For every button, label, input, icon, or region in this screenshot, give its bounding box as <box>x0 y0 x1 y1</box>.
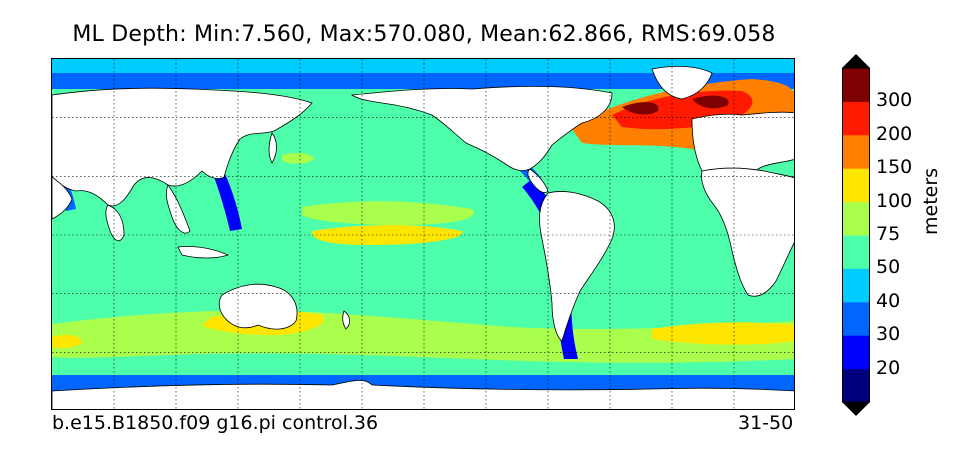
pacific-tongue-2 <box>311 225 463 245</box>
new-zealand <box>342 310 350 330</box>
north-america <box>350 85 613 171</box>
colorbar-tick-label: 300 <box>876 89 913 112</box>
colorbar-tick-label: 100 <box>876 189 913 212</box>
case-name: b.e15.B1850.f09 g16.pi control.36 <box>52 412 379 434</box>
indonesia <box>177 246 230 259</box>
colorbar-extend-low <box>842 402 870 416</box>
indochina <box>165 184 191 234</box>
arctic-band-inner <box>52 59 794 73</box>
colorbar <box>842 54 870 416</box>
plot-title: ML Depth: Min:7.560, Max:570.080, Mean:6… <box>72 22 776 47</box>
south-america <box>539 191 615 342</box>
colorbar-extend-high <box>842 54 870 68</box>
antarctica <box>52 380 794 409</box>
southern-belt-core-3 <box>652 322 794 345</box>
japan <box>268 132 277 164</box>
colorbar-segment <box>842 268 870 303</box>
pacific-tongue-1 <box>302 201 474 225</box>
colorbar-tick-label: 30 <box>876 323 901 346</box>
colorbar-units: meters <box>920 167 942 235</box>
grid-lines <box>52 59 794 409</box>
india <box>105 204 125 242</box>
southern-belt-core-2 <box>52 335 82 349</box>
colorbar-tick-label: 75 <box>876 223 901 245</box>
colorbar-tick-label: 200 <box>876 122 913 145</box>
colorbar-frame <box>842 67 870 403</box>
colorbar-segment <box>842 101 870 136</box>
year-range: 31-50 <box>738 412 794 434</box>
central-america <box>527 168 549 193</box>
colorbar-segment <box>842 368 870 403</box>
colorbar-tick-label: 50 <box>876 256 901 279</box>
colorbar-tick-label: 150 <box>876 156 913 179</box>
colorbar-segment <box>842 335 870 370</box>
colorbar-segment <box>842 301 870 336</box>
world-map <box>51 58 795 410</box>
land-layer <box>52 65 794 409</box>
colorbar-segment <box>842 235 870 269</box>
kuroshio-patch <box>282 152 314 164</box>
map-canvas <box>52 59 794 409</box>
colorbar-segment <box>842 68 870 102</box>
colorbar-tick-label: 20 <box>876 356 901 379</box>
australia <box>218 283 298 330</box>
nordic-sea-core <box>692 95 729 109</box>
colorbar-segment <box>842 134 870 169</box>
colorbar-segment <box>842 201 870 236</box>
labrador-sea-core <box>622 102 659 115</box>
colorbar-tick-label: 40 <box>876 289 901 312</box>
colorbar-segment <box>842 168 870 203</box>
greenland <box>651 65 713 100</box>
africa <box>701 167 794 297</box>
arabia-fragment <box>52 176 73 220</box>
